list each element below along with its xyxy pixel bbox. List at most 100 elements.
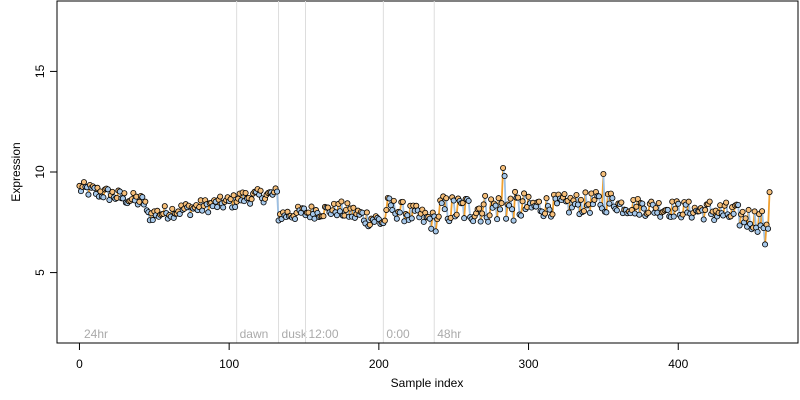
data-point	[582, 189, 589, 196]
data-point	[664, 206, 671, 213]
y-tick-label: 5	[33, 269, 47, 276]
data-point	[521, 190, 528, 197]
plot-frame	[56, 0, 799, 344]
data-point	[187, 212, 194, 219]
data-point	[136, 198, 143, 205]
data-point	[503, 215, 510, 222]
data-point	[486, 212, 493, 219]
data-point	[428, 225, 435, 232]
start-label: 24hr	[84, 327, 108, 341]
series-segment	[484, 195, 488, 218]
x-axis: 0 100 200 300 400	[76, 342, 689, 371]
series-segment	[500, 167, 504, 204]
data-point	[100, 194, 107, 201]
data-point	[501, 173, 508, 180]
data-point	[645, 209, 652, 216]
data-point	[675, 200, 682, 207]
data-point	[85, 191, 92, 198]
x-tick-label: 200	[369, 357, 389, 371]
data-point	[507, 195, 514, 202]
data-point	[613, 207, 620, 214]
data-point	[479, 210, 486, 217]
data-point	[577, 196, 584, 203]
data-point	[154, 207, 161, 214]
data-point	[441, 206, 448, 213]
data-point	[217, 193, 224, 200]
data-point	[242, 189, 249, 196]
data-point	[700, 216, 707, 223]
data-point	[553, 200, 560, 207]
data-point	[121, 190, 128, 197]
data-point	[765, 225, 772, 232]
data-point	[443, 195, 450, 202]
data-point	[574, 201, 581, 208]
data-point	[759, 208, 766, 215]
data-point	[336, 208, 343, 215]
data-point	[525, 193, 532, 200]
data-point	[702, 206, 709, 213]
data-point	[636, 211, 643, 218]
data-point	[543, 195, 550, 202]
data-point	[515, 194, 522, 201]
data-point	[655, 199, 662, 206]
data-point	[500, 164, 507, 171]
y-tick-label: 10	[33, 165, 47, 179]
data-point	[542, 210, 549, 217]
data-point	[609, 195, 616, 202]
data-point	[762, 241, 769, 248]
event-marker-label: dawn	[240, 327, 269, 341]
data-point	[606, 200, 613, 207]
data-point	[300, 205, 307, 212]
data-point	[482, 192, 489, 199]
data-point	[142, 198, 149, 205]
data-point	[396, 209, 403, 216]
data-point	[546, 206, 553, 213]
data-point	[470, 218, 477, 225]
data-point	[438, 200, 445, 207]
data-point	[292, 216, 299, 223]
data-point	[350, 204, 357, 211]
data-point	[363, 209, 370, 216]
data-point	[408, 215, 415, 222]
data-point	[736, 222, 743, 229]
data-point	[672, 205, 679, 212]
data-point	[706, 198, 713, 205]
data-point	[320, 213, 327, 220]
data-point	[344, 200, 351, 207]
data-point	[381, 217, 388, 224]
data-point	[383, 206, 390, 213]
y-axis: 5 10 15	[33, 64, 58, 276]
data-point	[227, 196, 234, 203]
data-points	[76, 164, 773, 248]
data-point	[109, 188, 116, 195]
x-tick-label: 300	[519, 357, 539, 371]
data-point	[459, 199, 466, 206]
data-point	[518, 212, 525, 219]
data-point	[169, 205, 176, 212]
data-point	[465, 197, 472, 204]
data-point	[751, 208, 758, 215]
data-point	[603, 209, 610, 216]
data-point	[747, 220, 754, 227]
data-point	[639, 200, 646, 207]
data-point	[230, 192, 237, 199]
data-point	[766, 189, 773, 196]
data-point	[519, 198, 526, 205]
data-point	[386, 195, 393, 202]
x-tick-label: 0	[76, 357, 83, 371]
data-point	[205, 209, 212, 216]
data-point	[257, 187, 264, 194]
event-marker-label: dusk	[282, 327, 308, 341]
data-point	[338, 198, 345, 205]
data-point	[497, 206, 504, 213]
data-point	[214, 204, 221, 211]
data-point	[742, 215, 749, 222]
series-segment	[401, 201, 406, 222]
data-point	[477, 218, 484, 225]
data-point	[453, 211, 460, 218]
data-point	[488, 196, 495, 203]
data-point	[485, 218, 492, 225]
data-point	[492, 202, 499, 209]
data-point	[723, 199, 730, 206]
